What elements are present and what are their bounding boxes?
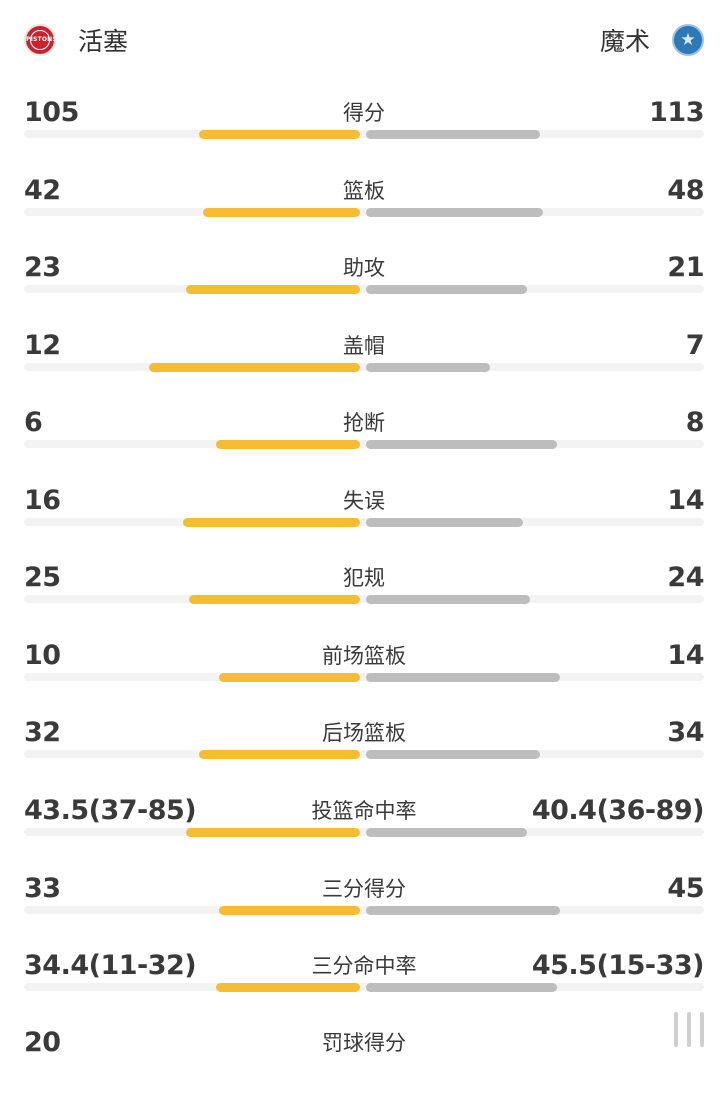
stat-row: 42 篮板 48 xyxy=(0,175,720,253)
away-team-name: 魔术 xyxy=(599,27,650,56)
away-stat-value: 34 xyxy=(667,717,704,748)
stat-row: 25 犯规 24 xyxy=(0,562,720,640)
stat-label: 犯规 xyxy=(343,566,385,590)
home-stat-value: 32 xyxy=(24,717,61,748)
stat-bar-track xyxy=(24,673,704,681)
stat-row: 33 三分得分 45 xyxy=(0,873,720,951)
home-stat-bar xyxy=(186,285,360,294)
away-stat-bar xyxy=(366,285,527,294)
away-stat-bar xyxy=(366,595,530,604)
home-stat-bar xyxy=(149,363,360,372)
stat-bar-track xyxy=(24,828,704,836)
home-stat-value: 42 xyxy=(24,175,61,206)
away-stat-bar xyxy=(366,518,523,527)
away-stat-bar xyxy=(366,440,557,449)
home-team-name: 活塞 xyxy=(78,27,129,56)
home-stat-bar xyxy=(203,208,360,217)
away-stat-value: 48 xyxy=(667,175,704,206)
stat-row: 34.4(11-32) 三分命中率 45.5(15-33) xyxy=(0,950,720,1028)
away-stat-bar xyxy=(366,673,560,682)
stat-bar-track xyxy=(24,518,704,526)
home-stat-value: 43.5(37-85) xyxy=(24,795,197,826)
pistons-logo-icon: PISTONS xyxy=(24,24,57,56)
scroll-handle-icon[interactable] xyxy=(674,1012,704,1047)
stat-label: 抢断 xyxy=(343,411,385,435)
stat-row: 12 盖帽 7 xyxy=(0,330,720,408)
stat-bar-track xyxy=(24,750,704,758)
away-stat-bar xyxy=(366,906,560,915)
stat-row: 16 失误 14 xyxy=(0,485,720,563)
stat-label: 得分 xyxy=(343,101,385,125)
stat-row: 43.5(37-85) 投篮命中率 40.4(36-89) xyxy=(0,795,720,873)
away-stat-value: 113 xyxy=(649,97,704,128)
away-stat-value: 8 xyxy=(685,407,705,438)
stat-bar-track xyxy=(24,595,704,603)
stat-row: 10 前场篮板 14 xyxy=(0,640,720,718)
away-stat-value: 21 xyxy=(667,252,704,283)
away-stat-value: 14 xyxy=(667,485,704,516)
stat-label: 盖帽 xyxy=(343,334,385,358)
stat-label: 失误 xyxy=(343,489,385,513)
home-stat-value: 16 xyxy=(24,485,61,516)
home-stat-bar xyxy=(219,906,360,915)
home-stat-value: 12 xyxy=(24,330,61,361)
away-stat-bar xyxy=(366,208,543,217)
stat-label: 三分命中率 xyxy=(311,954,417,978)
stat-bar-track xyxy=(24,130,704,138)
home-stat-bar xyxy=(183,518,360,527)
stat-label: 投篮命中率 xyxy=(311,799,417,823)
away-stat-bar xyxy=(366,130,540,139)
stat-label: 助攻 xyxy=(343,256,385,280)
home-stat-value: 6 xyxy=(24,407,43,438)
stat-row: 32 后场篮板 34 xyxy=(0,717,720,795)
stat-row: 105 得分 113 xyxy=(0,97,720,175)
home-stat-value: 105 xyxy=(24,97,79,128)
magic-logo-icon: ★ xyxy=(672,24,704,56)
stat-row: 6 抢断 8 xyxy=(0,407,720,485)
stat-bar-track xyxy=(24,906,704,914)
away-stat-value: 45.5(15-33) xyxy=(531,950,705,981)
home-stat-value: 10 xyxy=(24,640,61,671)
away-stat-bar xyxy=(366,363,490,372)
home-stat-value: 23 xyxy=(24,252,61,283)
stat-label: 篮板 xyxy=(343,179,385,203)
stat-label: 三分得分 xyxy=(322,877,406,901)
stat-row: 23 助攻 21 xyxy=(0,252,720,330)
away-stat-value: 40.4(36-89) xyxy=(531,795,705,826)
home-stat-bar xyxy=(199,130,360,139)
home-stat-value: 34.4(11-32) xyxy=(24,950,197,981)
home-stat-value: 33 xyxy=(24,873,61,904)
away-stat-bar xyxy=(366,983,557,992)
stat-row: 20 罚球得分 xyxy=(0,1027,720,1105)
home-stat-bar xyxy=(199,750,360,759)
stat-bar-track xyxy=(24,440,704,448)
home-stat-bar xyxy=(189,595,360,604)
away-stat-value: 45 xyxy=(667,873,704,904)
team-header: PISTONS 活塞 魔术 ★ xyxy=(0,0,720,80)
stat-label: 前场篮板 xyxy=(322,644,406,668)
away-stat-bar xyxy=(366,828,527,837)
away-stat-value: 24 xyxy=(667,562,704,593)
stat-bar-track xyxy=(24,208,704,216)
away-stat-value: 7 xyxy=(685,330,705,361)
away-stat-value: 14 xyxy=(667,640,704,671)
home-stat-bar xyxy=(219,673,360,682)
stat-bar-track xyxy=(24,285,704,293)
stat-bar-track xyxy=(24,983,704,991)
away-stat-bar xyxy=(366,750,540,759)
stat-bar-track xyxy=(24,363,704,371)
stat-label: 罚球得分 xyxy=(322,1031,406,1055)
home-stat-bar xyxy=(216,983,360,992)
home-stat-value: 25 xyxy=(24,562,61,593)
home-stat-bar xyxy=(186,828,360,837)
home-stat-bar xyxy=(216,440,360,449)
stat-label: 后场篮板 xyxy=(322,721,406,745)
